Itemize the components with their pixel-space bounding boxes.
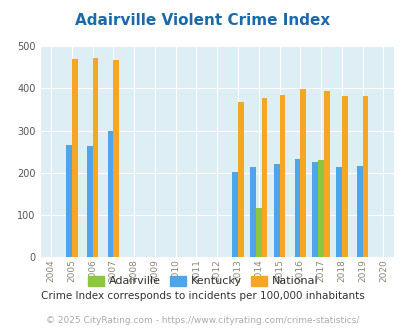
Bar: [232, 173, 237, 257]
Bar: [311, 161, 318, 257]
Legend: Adairville, Kentucky, National: Adairville, Kentucky, National: [83, 271, 322, 291]
Text: © 2025 CityRating.com - https://www.cityrating.com/crime-statistics/: © 2025 CityRating.com - https://www.city…: [46, 316, 359, 325]
Bar: [341, 96, 347, 257]
Bar: [300, 89, 305, 257]
Bar: [323, 91, 329, 257]
Bar: [92, 58, 98, 257]
Bar: [237, 102, 243, 257]
Bar: [113, 60, 119, 257]
Text: Adairville Violent Crime Index: Adairville Violent Crime Index: [75, 13, 330, 28]
Bar: [107, 131, 113, 257]
Bar: [335, 167, 341, 257]
Bar: [318, 160, 323, 257]
Bar: [249, 167, 255, 257]
Bar: [294, 158, 300, 257]
Bar: [87, 146, 92, 257]
Text: Crime Index corresponds to incidents per 100,000 inhabitants: Crime Index corresponds to incidents per…: [41, 291, 364, 301]
Bar: [356, 166, 362, 257]
Bar: [362, 96, 368, 257]
Bar: [66, 145, 72, 257]
Bar: [72, 59, 77, 257]
Bar: [279, 95, 285, 257]
Bar: [273, 164, 279, 257]
Bar: [261, 98, 267, 257]
Bar: [255, 208, 261, 257]
